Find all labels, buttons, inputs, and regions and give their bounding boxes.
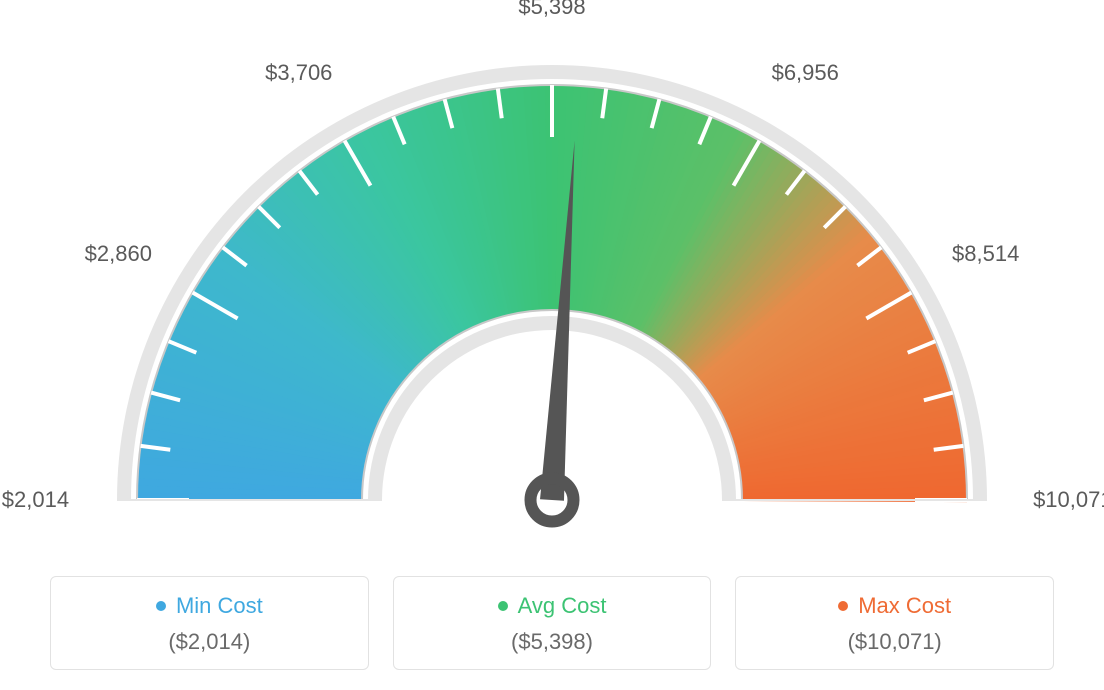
gauge-area: $2,014 $2,860 $3,706 $5,398 $6,956 $8,514 $10,… [0, 0, 1104, 560]
legend-value: ($10,071) [746, 629, 1043, 655]
dot-icon [498, 601, 508, 611]
legend-label: Max Cost [858, 593, 951, 619]
dot-icon [838, 601, 848, 611]
legend-card-min: Min Cost ($2,014) [50, 576, 369, 670]
legend-label: Avg Cost [518, 593, 607, 619]
gauge-tick-label: $6,956 [772, 60, 839, 86]
gauge-tick-label: $8,514 [952, 241, 1019, 267]
gauge-tick-label: $2,014 [2, 487, 69, 513]
legend-value: ($5,398) [404, 629, 701, 655]
gauge-tick-label: $10,071 [1033, 487, 1104, 513]
legend-row: Min Cost ($2,014) Avg Cost ($5,398) Max … [50, 576, 1054, 670]
gauge-svg [0, 0, 1104, 560]
legend-value: ($2,014) [61, 629, 358, 655]
legend-title-avg: Avg Cost [498, 593, 607, 619]
legend-title-min: Min Cost [156, 593, 263, 619]
legend-card-max: Max Cost ($10,071) [735, 576, 1054, 670]
cost-gauge-chart: $2,014 $2,860 $3,706 $5,398 $6,956 $8,514 $10,… [0, 0, 1104, 690]
legend-card-avg: Avg Cost ($5,398) [393, 576, 712, 670]
gauge-tick-label: $2,860 [85, 241, 152, 267]
legend-title-max: Max Cost [838, 593, 951, 619]
dot-icon [156, 601, 166, 611]
gauge-tick-label: $5,398 [518, 0, 585, 20]
gauge-tick-label: $3,706 [265, 60, 332, 86]
legend-label: Min Cost [176, 593, 263, 619]
